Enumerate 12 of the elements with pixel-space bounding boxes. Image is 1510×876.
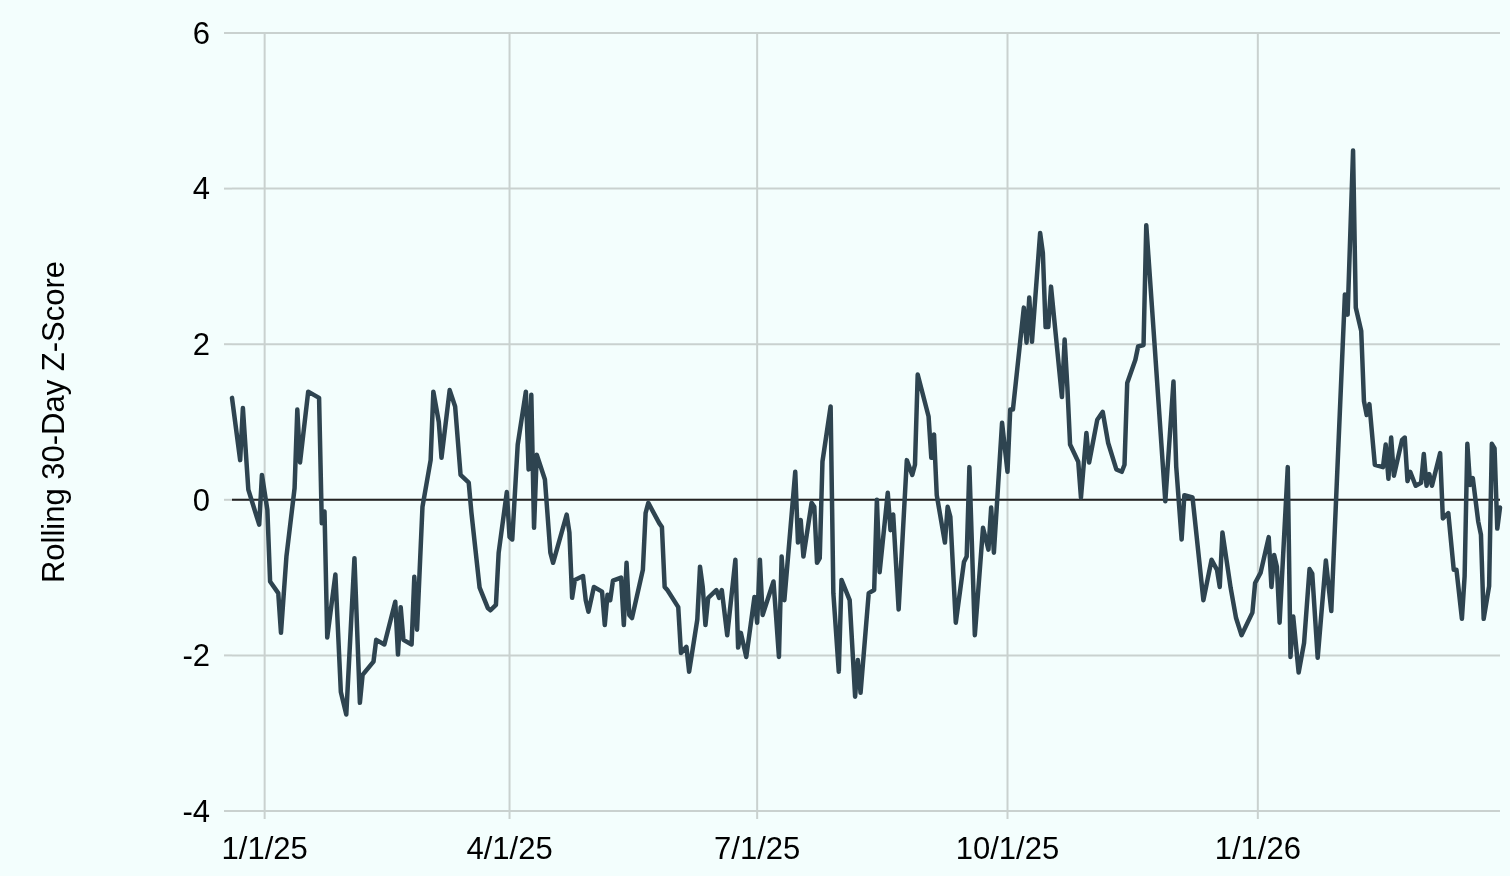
y-tick-label: 4	[192, 171, 210, 207]
x-tick-label: 10/1/25	[955, 831, 1060, 866]
y-tick-label: 6	[192, 15, 210, 51]
y-tick-label: -4	[182, 793, 210, 829]
x-tick-label: 4/1/25	[466, 831, 553, 866]
y-tick-label: -2	[182, 638, 210, 674]
y-tick-label: 0	[192, 482, 210, 518]
x-tick-label: 1/1/25	[221, 831, 308, 866]
x-tick-label: 7/1/25	[714, 831, 801, 866]
x-tick-label: 1/1/26	[1214, 831, 1301, 866]
y-tick-label: 2	[192, 327, 210, 363]
y-axis-title: Rolling 30-Day Z-Score	[36, 260, 71, 584]
